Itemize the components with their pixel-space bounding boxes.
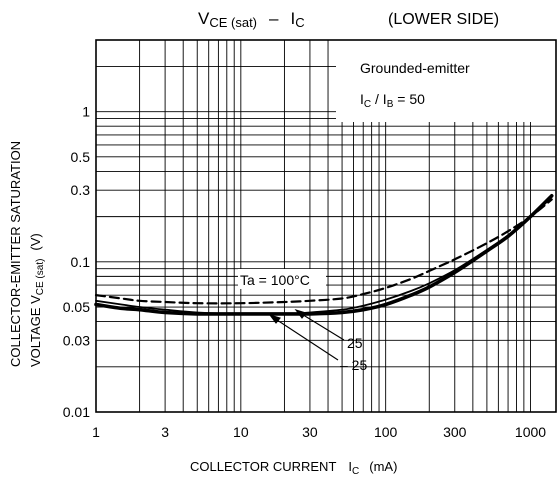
- y-tick-label: 1: [82, 104, 90, 120]
- x-tick-label: 30: [302, 424, 318, 440]
- y-axis-label-line2: VOLTAGE VCE (sat)(V): [28, 233, 46, 367]
- series-label-100c: Ta = 100°C: [240, 272, 310, 288]
- x-tick-label: 1000: [515, 424, 546, 440]
- x-tick-label: 10: [233, 424, 249, 440]
- x-tick-label: 100: [374, 424, 398, 440]
- y-tick-label: 0.01: [63, 404, 90, 420]
- annotation-box: [336, 40, 556, 122]
- x-tick-label: 1: [92, 424, 100, 440]
- chart-title: VCE (sat) – IC: [198, 9, 305, 30]
- label-pointers: [268, 308, 345, 361]
- y-tick-label: 0.5: [71, 149, 91, 165]
- y-tick-label: 0.03: [63, 332, 90, 348]
- plot-frame: [95, 39, 557, 413]
- y-tick-labels: 0.01 0.03 0.05 0.1 0.3 0.5 1: [63, 104, 90, 420]
- y-axis-label-line1: COLLECTOR-EMITTER SATURATION: [8, 141, 23, 367]
- y-tick-label: 0.1: [71, 254, 91, 270]
- annotation-line1: Grounded-emitter: [360, 60, 470, 76]
- chart-subtitle: (LOWER SIDE): [388, 11, 499, 28]
- x-tick-label: 3: [161, 424, 169, 440]
- x-tick-label: 300: [443, 424, 467, 440]
- series-label-25: 25: [347, 335, 363, 351]
- x-axis-label: COLLECTOR CURRENT IC (mA): [190, 459, 397, 477]
- series-label-minus25: – 25: [340, 357, 367, 373]
- annotation-line2: IC / IB = 50: [360, 91, 425, 110]
- ta-label-bg: [238, 269, 326, 289]
- series-lines: [94, 194, 554, 316]
- x-tick-labels: 1 3 10 30 100 300 1000: [92, 424, 546, 440]
- y-tick-label: 0.3: [71, 182, 91, 198]
- series-line-0: [94, 198, 553, 305]
- series-line-2: [94, 194, 554, 316]
- y-tick-label: 0.05: [63, 299, 90, 315]
